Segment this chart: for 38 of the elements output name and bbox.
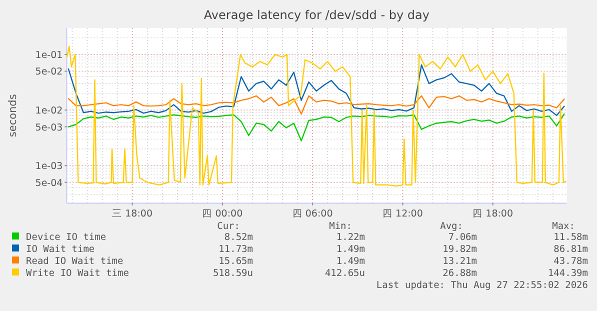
- text: 86.81m: [554, 244, 588, 255]
- text: Max:: [552, 221, 575, 232]
- text: 8.52m: [224, 232, 254, 243]
- text: Min:: [329, 221, 352, 232]
- y-tick-label: 5e-04: [35, 178, 63, 189]
- text: 412.65u: [324, 268, 365, 279]
- y-tick-label: 5e-03: [35, 122, 63, 134]
- text: 19.82m: [442, 244, 478, 255]
- text: Last update: Thu Aug 27 22:55:02 2026: [376, 280, 588, 291]
- text: 15.65m: [218, 256, 254, 267]
- y-tick-label: 5e-02: [35, 66, 63, 78]
- legend-label: Read IO Wait time: [26, 256, 124, 267]
- x-tick-label: 四 00:00: [202, 208, 243, 220]
- text: 11.73m: [218, 244, 254, 255]
- legend-label: Device IO time: [26, 232, 106, 243]
- x-tick-label: 三 18:00: [112, 208, 152, 220]
- legend-label: Write IO Wait time: [26, 268, 130, 279]
- y-tick-label: 1e-03: [35, 161, 63, 172]
- y-tick-label: 1e-01: [35, 50, 63, 62]
- text: 1.22m: [336, 232, 366, 243]
- text: 7.06m: [448, 232, 478, 243]
- y-tick-label: 1e-02: [35, 106, 63, 117]
- x-tick-label: 四 12:00: [382, 208, 423, 220]
- text: 43.78m: [554, 256, 588, 267]
- text: Avg:: [440, 221, 463, 232]
- x-tick-label: 四 18:00: [472, 208, 514, 220]
- text: 26.88m: [442, 268, 478, 279]
- chart-title: Average latency for /dev/sdd - by day: [204, 8, 430, 22]
- text: Cur:: [217, 221, 240, 232]
- text: 1.49m: [336, 244, 366, 255]
- text: 11.58m: [554, 232, 588, 243]
- legend-label: IO Wait time: [26, 244, 95, 255]
- text: 13.21m: [442, 256, 478, 267]
- text: 1.49m: [336, 256, 366, 267]
- y-axis-title: seconds: [7, 94, 19, 138]
- text: 518.59u: [212, 268, 253, 279]
- x-tick-label: 四 06:00: [292, 208, 333, 220]
- text: 144.39m: [548, 268, 588, 279]
